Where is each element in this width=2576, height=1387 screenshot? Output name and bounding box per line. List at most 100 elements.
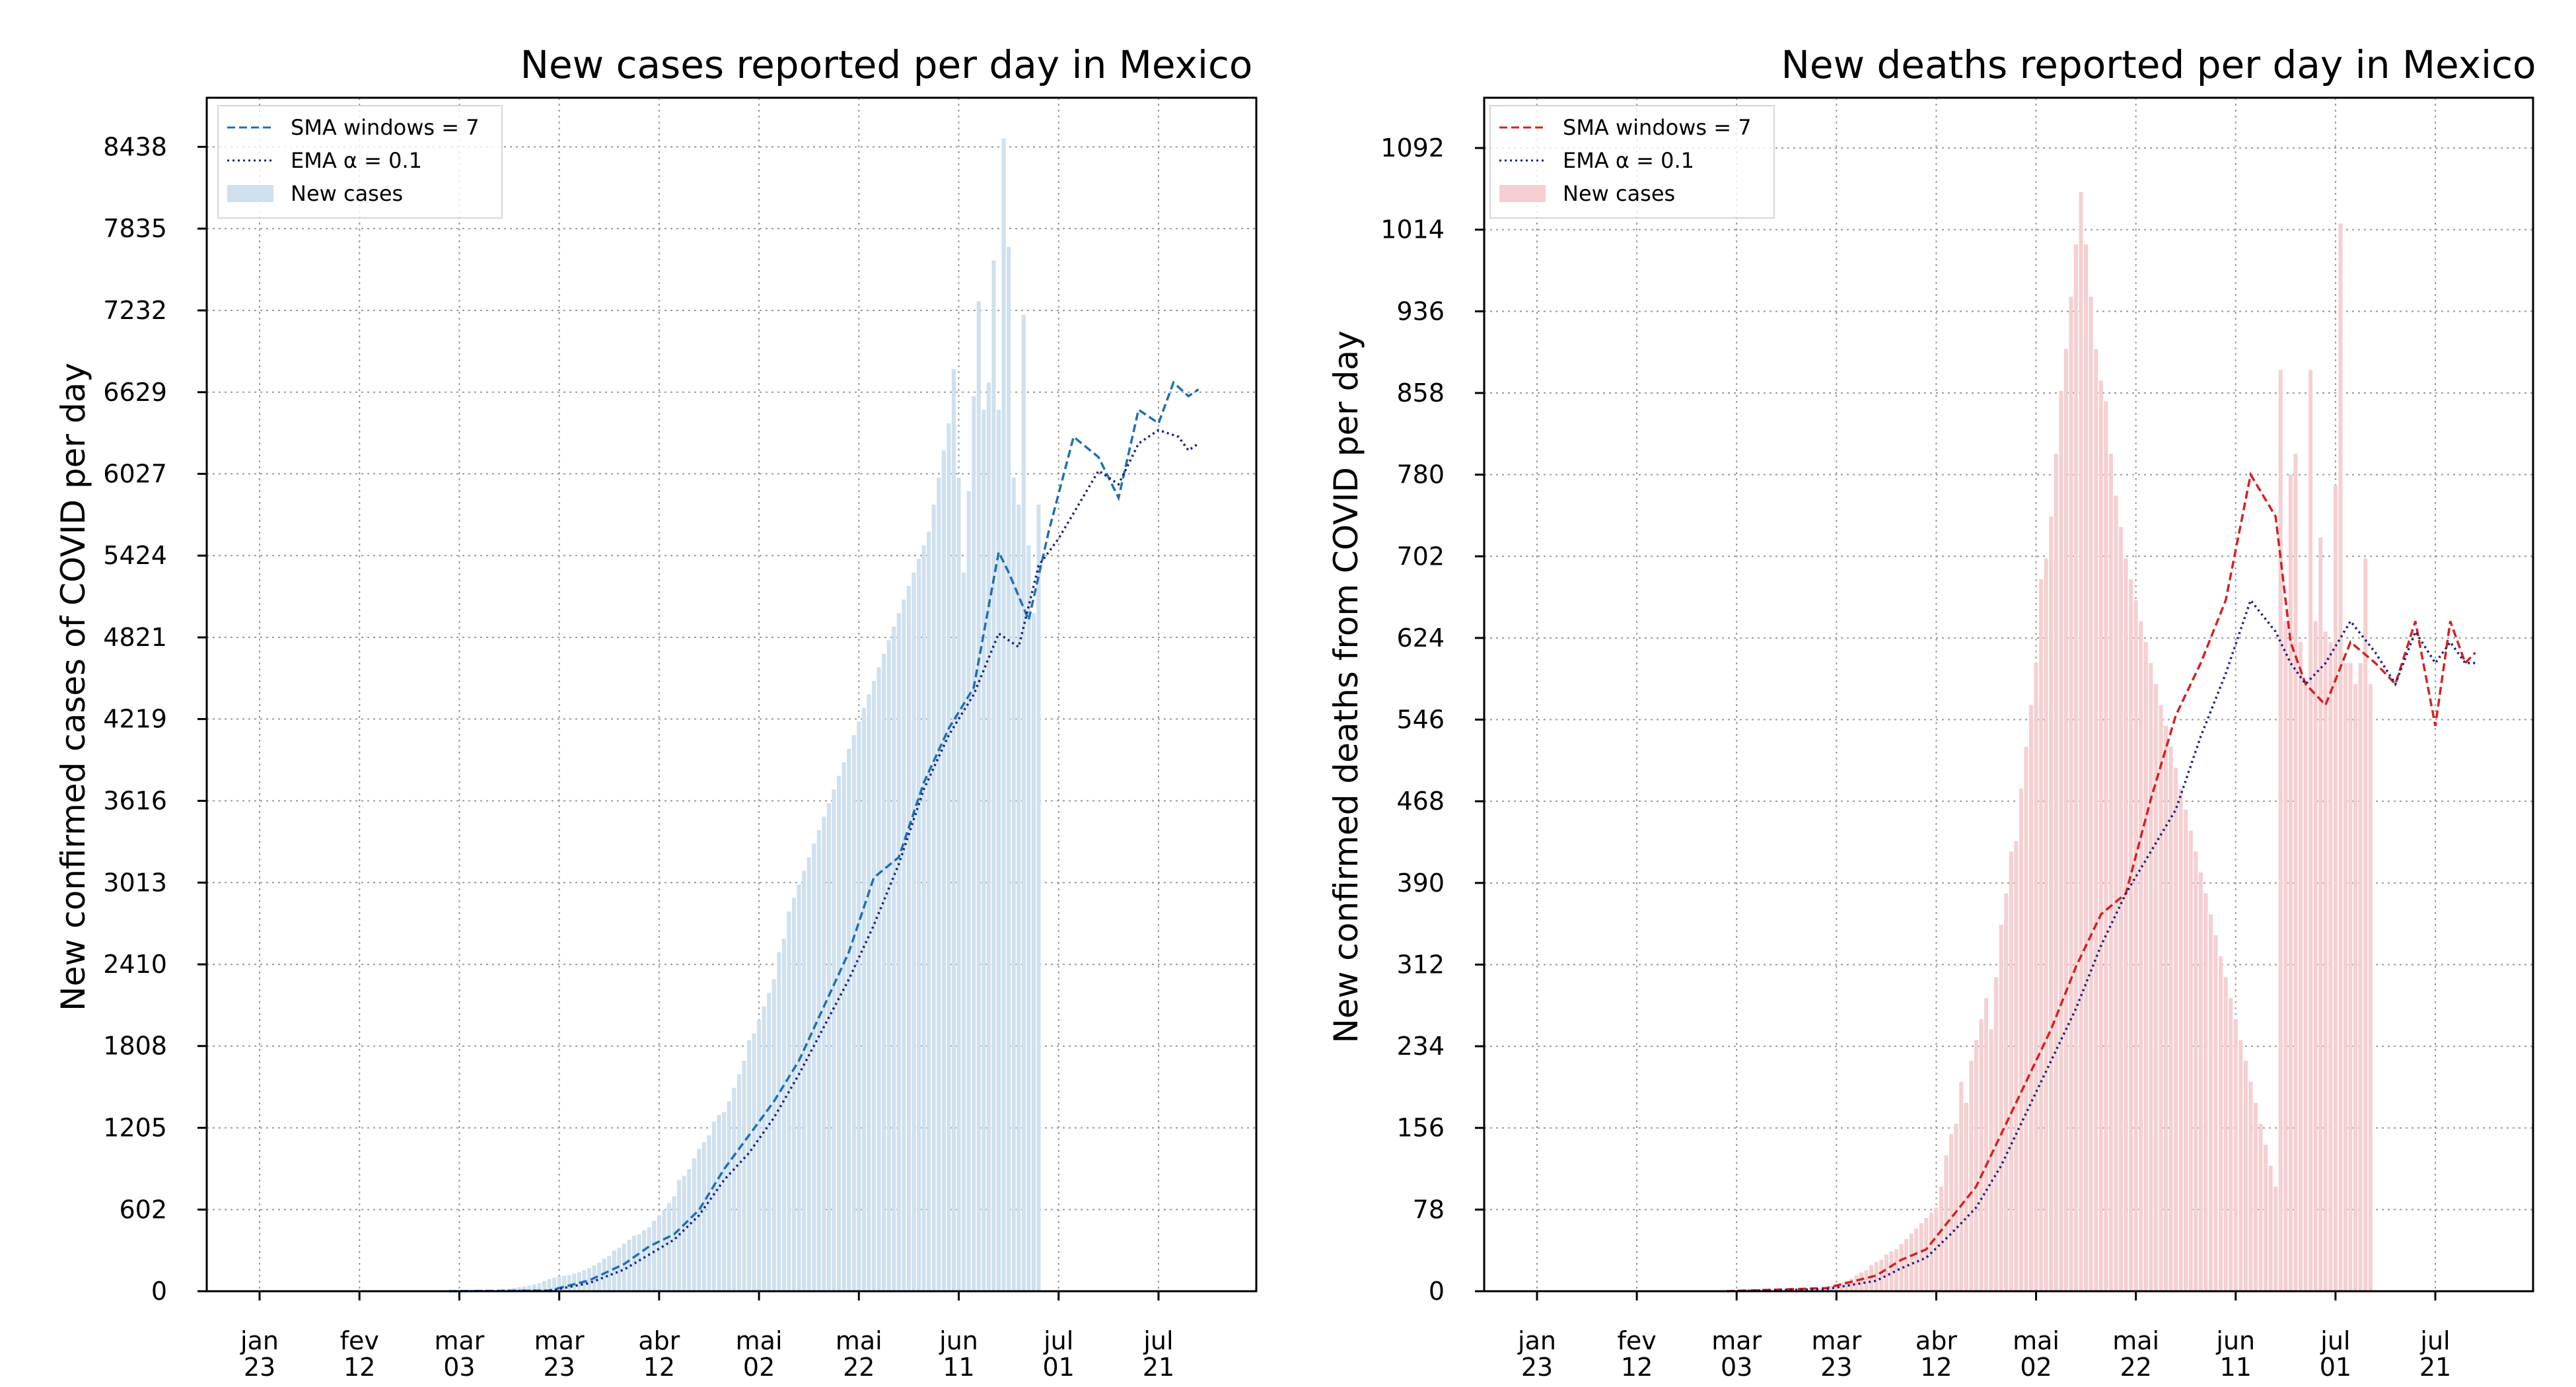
x-tick-label-day: 22 [843, 1353, 875, 1382]
bar [2328, 642, 2333, 1291]
bar [2114, 495, 2118, 1292]
bar [1909, 1233, 1914, 1291]
bar [2213, 935, 2218, 1291]
bar [1854, 1275, 1859, 1291]
y-tick-label: 6027 [103, 459, 167, 488]
y-tick-label: 780 [1396, 460, 1445, 489]
bar [2034, 662, 2038, 1291]
bar [2054, 453, 2058, 1291]
y-tick-label: 602 [119, 1195, 167, 1224]
x-tick-label-day: 21 [2419, 1353, 2451, 1382]
bar [2174, 767, 2178, 1291]
bar [797, 884, 801, 1291]
bar [982, 409, 986, 1291]
bar [2089, 297, 2093, 1292]
legend-bar-label: New cases [1563, 181, 1675, 206]
bar [632, 1235, 637, 1291]
bar [2223, 977, 2228, 1291]
y-tick-label: 8438 [103, 132, 167, 161]
y-tick-label: 7232 [103, 296, 167, 325]
bar [1879, 1260, 1884, 1291]
x-tick-label-day: 23 [1820, 1353, 1852, 1382]
bar [562, 1275, 567, 1291]
x-tick-label-day: 23 [543, 1353, 575, 1382]
bar [692, 1158, 696, 1291]
bar [2198, 872, 2203, 1291]
bar [2229, 998, 2233, 1291]
y-tick-label: 7835 [103, 214, 167, 243]
x-tick-label-month: mai [836, 1326, 882, 1355]
bar [1884, 1254, 1888, 1291]
bar [972, 396, 976, 1291]
bar [2293, 453, 2298, 1291]
bar [652, 1221, 657, 1291]
bar [2168, 746, 2173, 1291]
bar [2153, 684, 2158, 1291]
bar [892, 626, 896, 1291]
y-tick-label: 156 [1396, 1114, 1445, 1143]
bar [2233, 1018, 2238, 1291]
bar [896, 613, 901, 1292]
x-tick-label-day: 02 [2020, 1353, 2052, 1382]
x-tick-label-month: jul [1143, 1326, 1173, 1355]
bar [2004, 893, 2009, 1291]
y-tick-label: 468 [1396, 787, 1445, 816]
bar [722, 1112, 727, 1291]
bar [2258, 1123, 2263, 1291]
bar [1859, 1272, 1864, 1291]
bar [2163, 726, 2168, 1291]
bar [2009, 851, 2013, 1291]
bar [1031, 613, 1036, 1292]
bar [1819, 1289, 1824, 1291]
bar [602, 1258, 606, 1291]
bar [861, 708, 866, 1291]
bar [2303, 684, 2308, 1291]
bar [2014, 841, 2019, 1291]
bar [1919, 1223, 1923, 1291]
y-axis-label: New confirmed cases of COVID per day [54, 363, 92, 1011]
bar [2348, 662, 2353, 1291]
bar [2049, 516, 2054, 1291]
bar [1894, 1249, 1899, 1291]
bar [2073, 244, 2079, 1291]
bar [2343, 662, 2348, 1291]
bar [951, 369, 956, 1291]
bar [666, 1203, 672, 1291]
bar [597, 1262, 602, 1291]
bar [687, 1169, 692, 1291]
x-tick-label-month: jul [1043, 1326, 1073, 1355]
bar [927, 532, 931, 1292]
bar [2084, 244, 2089, 1291]
bar [837, 775, 841, 1291]
bar [1974, 1040, 1978, 1291]
bar [902, 599, 906, 1291]
bar [2353, 684, 2358, 1291]
bar [622, 1244, 626, 1291]
bar [2318, 537, 2323, 1291]
bar [2313, 621, 2318, 1291]
x-tick-label-month: mai [736, 1326, 783, 1355]
bar [2124, 558, 2128, 1291]
bar [867, 694, 871, 1291]
bar [1849, 1278, 1854, 1291]
bar [677, 1180, 682, 1291]
bar [1984, 998, 1989, 1291]
bar [2019, 789, 2023, 1291]
x-tick-label-month: mar [1711, 1326, 1762, 1355]
x-tick-label-day: 12 [1920, 1353, 1952, 1382]
bar [806, 857, 811, 1291]
y-tick-label: 702 [1396, 542, 1445, 571]
sma-line [1727, 471, 2476, 1293]
y-tick-label: 0 [1429, 1277, 1445, 1306]
bar [717, 1115, 721, 1291]
bar [1904, 1238, 1909, 1291]
bar [1017, 505, 1021, 1291]
bar [941, 450, 946, 1291]
bar [2283, 621, 2288, 1291]
plot-frame [1483, 96, 2534, 1293]
bar [547, 1279, 552, 1291]
bar [1964, 1102, 1968, 1291]
y-tick-label: 546 [1396, 705, 1445, 734]
bar [2308, 370, 2313, 1291]
